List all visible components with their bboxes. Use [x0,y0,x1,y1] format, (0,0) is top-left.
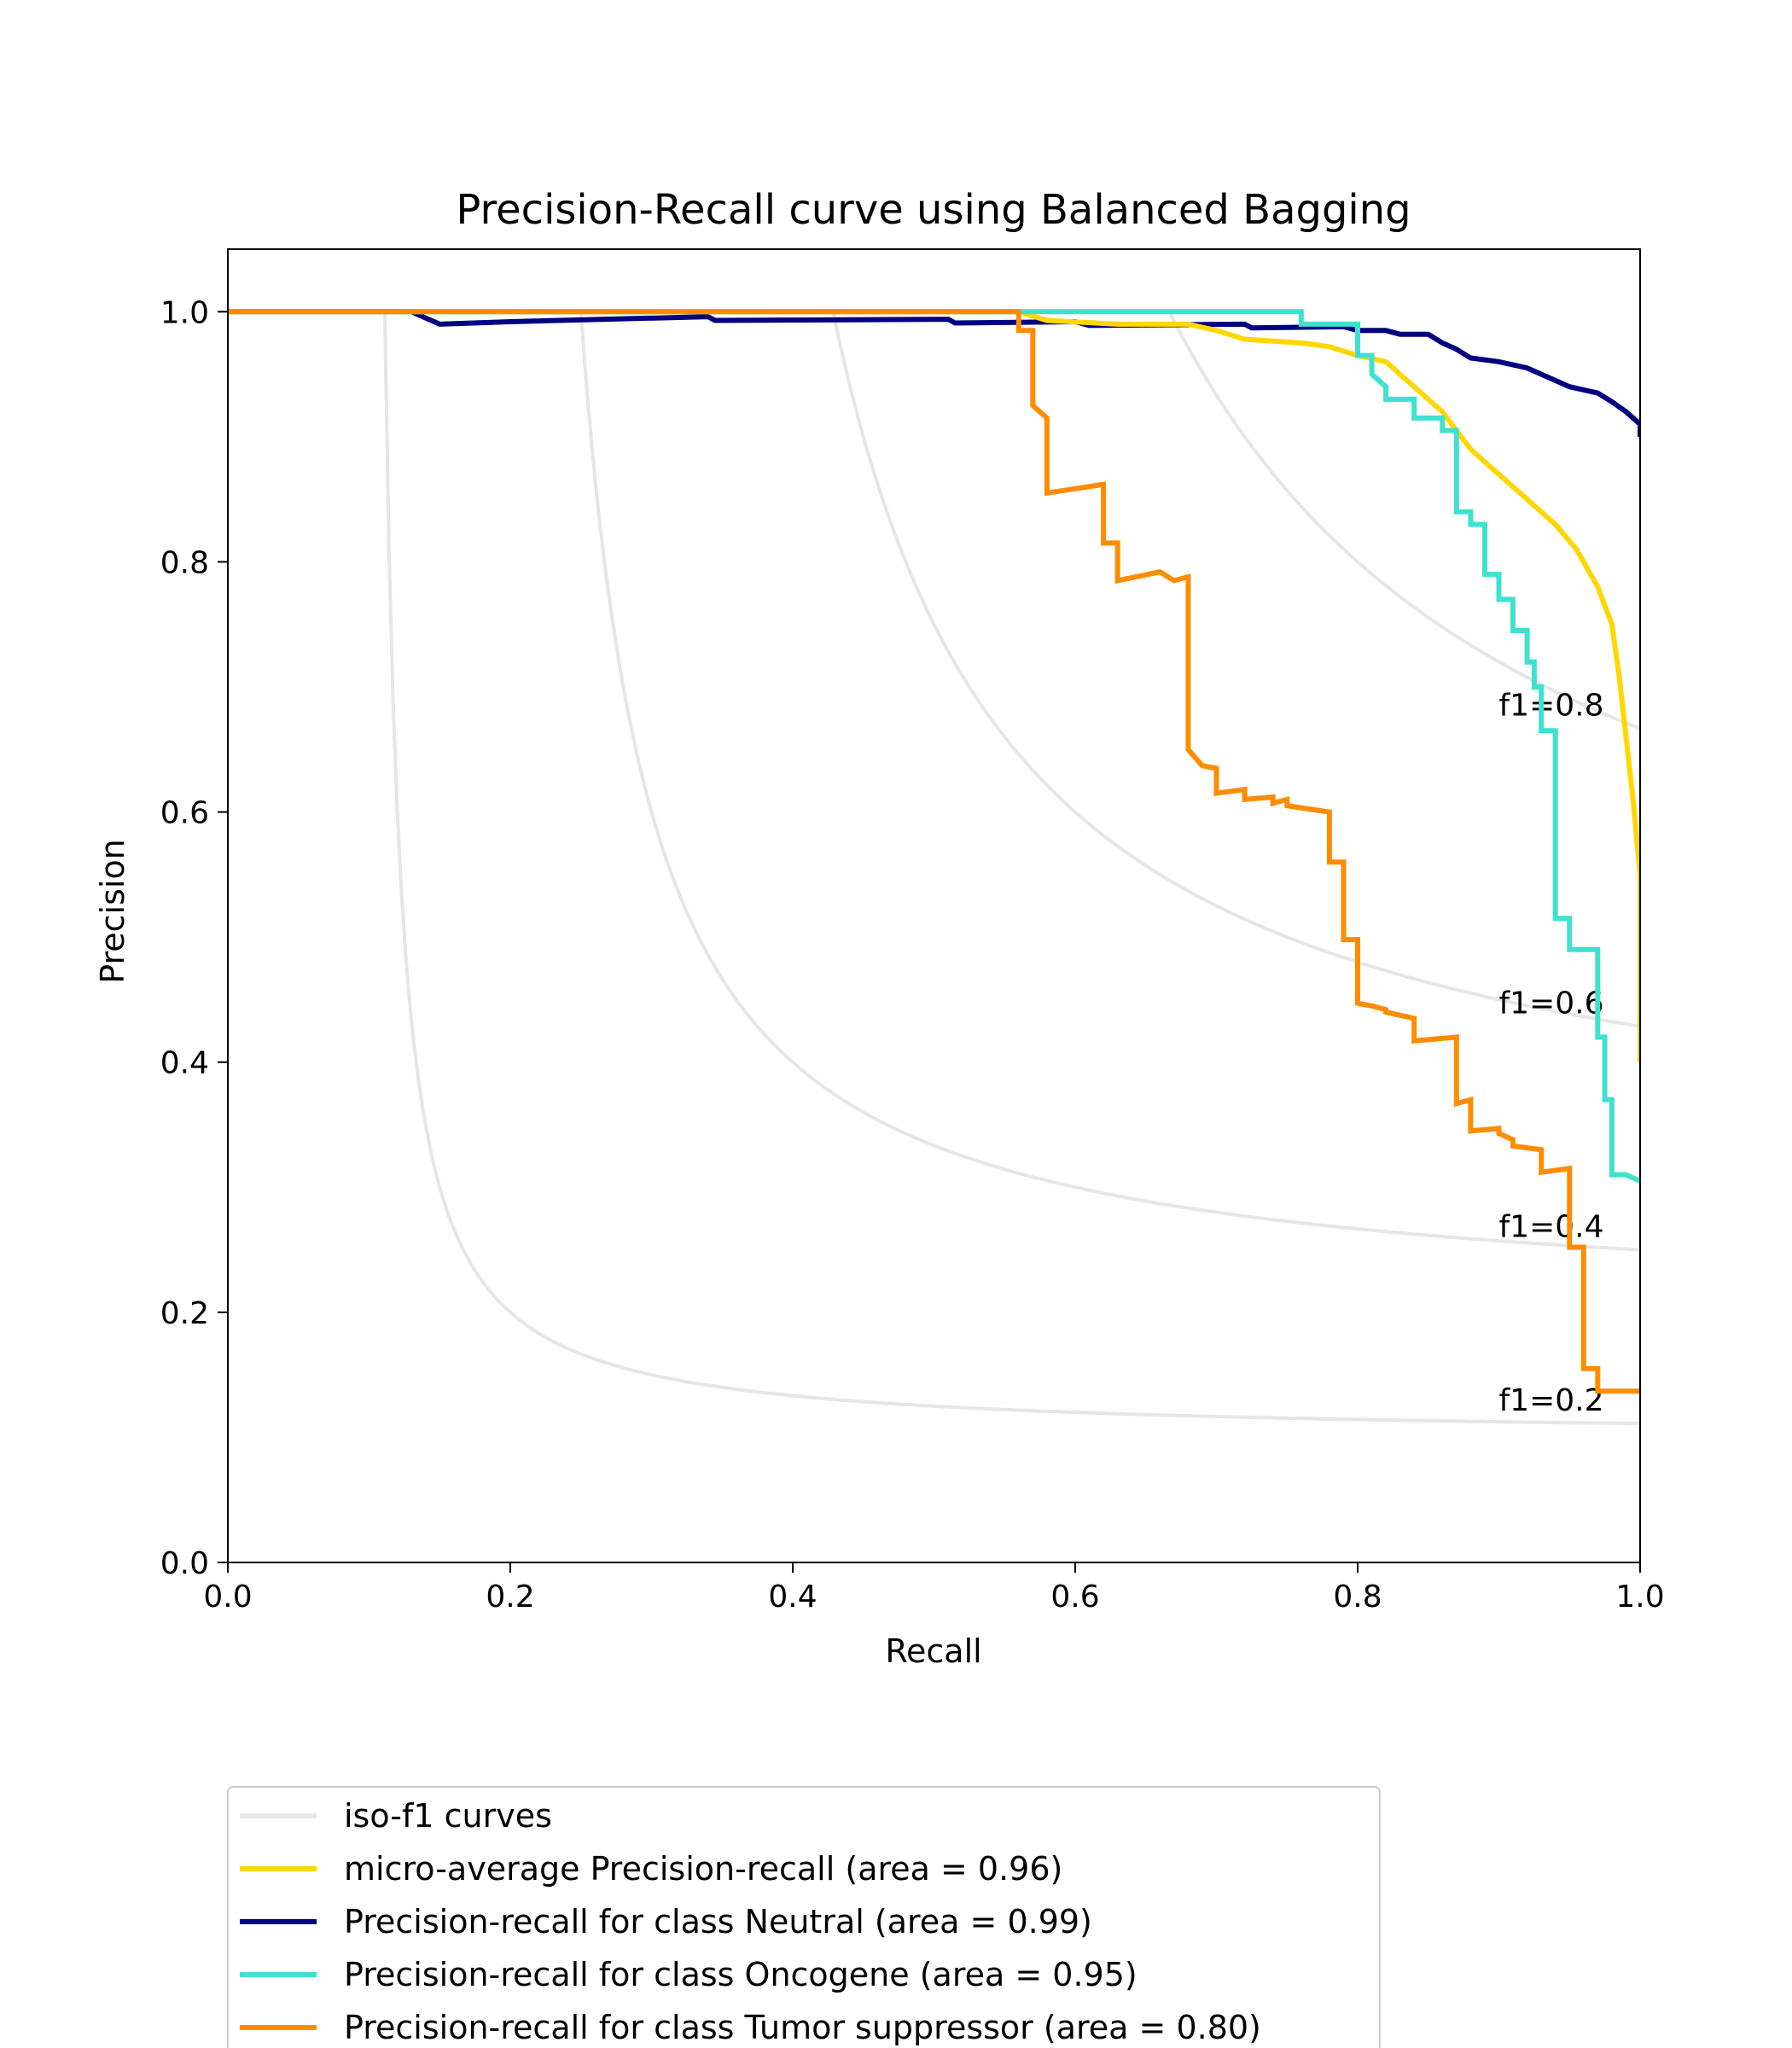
iso-f1-curve-0 [382,311,1640,1426]
x-tick-label-1: 0.2 [486,1580,534,1615]
y-tick-label-1: 0.2 [160,1296,209,1331]
y-axis-label: Precision [94,839,131,984]
y-tick-label-4: 0.8 [160,545,209,580]
series-line-1 [228,309,1640,437]
x-tick-label-4: 0.8 [1333,1580,1382,1615]
iso-f1-label-2: f1=0.6 [1499,986,1604,1021]
legend-box [227,1786,1381,2048]
y-tick-label-0: 0.0 [160,1546,209,1581]
legend-label-2: Precision-recall for class Neutral (area… [344,1903,1092,1940]
iso-f1-label-1: f1=0.4 [1499,1209,1604,1244]
series-lines [228,309,1640,1394]
y-tick-label-3: 0.6 [160,796,209,831]
iso-f1-label-3: f1=0.8 [1499,689,1604,724]
series-line-3 [228,309,1640,1394]
legend-label-3: Precision-recall for class Oncogene (are… [344,1956,1137,1993]
x-tick-label-2: 0.4 [768,1580,817,1615]
chart-title: Precision-Recall curve using Balanced Ba… [456,186,1411,234]
legend-label-1: micro-average Precision-recall (area = 0… [344,1850,1062,1888]
iso-f1-curve-3 [1167,311,1640,730]
iso-f1-curve-1 [579,311,1640,1252]
plot-frame [227,248,1641,1563]
legend-label-4: Precision-recall for class Tumor suppres… [344,2009,1261,2046]
y-tick-label-5: 1.0 [160,295,209,330]
iso-f1-label-0: f1=0.2 [1499,1383,1604,1418]
legend: iso-f1 curves micro-average Precision-rec… [227,1786,1381,2048]
x-tick-label-0: 0.0 [203,1580,252,1615]
axis-ticks: 0.0 0.2 0.4 0.6 0.8 1.0 0.0 0.2 0.4 0.6 0.8 1.0 [160,295,1665,1615]
series-line-2 [228,309,1640,1184]
series-line-0 [228,309,1640,1062]
y-tick-label-2: 0.4 [160,1046,209,1081]
x-tick-label-3: 0.6 [1050,1580,1099,1615]
x-axis-label: Recall [885,1632,981,1670]
legend-label-0: iso-f1 curves [344,1797,552,1835]
x-tick-label-5: 1.0 [1615,1580,1664,1615]
iso-f1-curves: f1=0.2 f1=0.4 f1=0.6 f1=0.8 [382,311,1640,1426]
iso-f1-curve-2 [831,311,1640,1028]
